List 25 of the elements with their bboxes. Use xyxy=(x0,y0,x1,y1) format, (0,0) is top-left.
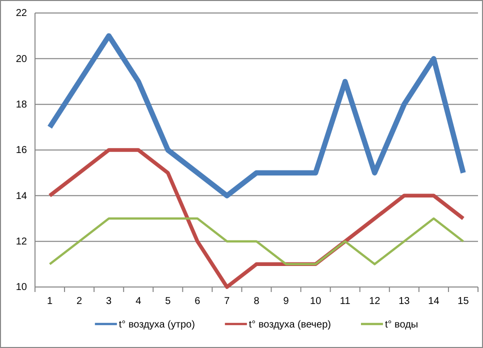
y-tick-label: 20 xyxy=(16,54,28,65)
y-tick-label: 10 xyxy=(16,282,28,294)
x-tick-label: 7 xyxy=(224,296,230,308)
legend-label: t° воды xyxy=(384,320,418,330)
x-tick-label: 2 xyxy=(76,296,83,308)
x-tick-label: 8 xyxy=(254,296,260,308)
x-tick-label: 15 xyxy=(458,296,470,308)
legend-label: t° воздуха (вечер) xyxy=(248,320,331,330)
x-tick-label: 6 xyxy=(194,296,201,308)
x-tick-label: 1 xyxy=(46,296,53,308)
x-tick-label: 14 xyxy=(428,296,440,308)
y-tick-label: 14 xyxy=(16,190,28,202)
y-tick-label: 16 xyxy=(16,145,28,156)
y-tick-label: 12 xyxy=(16,236,28,248)
y-tick-label: 22 xyxy=(16,8,28,20)
x-tick-label: 9 xyxy=(283,296,290,308)
legend-label: t° воздуха (утро) xyxy=(118,320,195,330)
x-tick-label: 13 xyxy=(398,296,410,308)
x-tick-label: 10 xyxy=(310,296,322,308)
x-tick-label: 12 xyxy=(369,296,381,308)
x-tick-label: 5 xyxy=(165,296,172,308)
y-tick-label: 18 xyxy=(16,100,28,111)
x-tick-label: 4 xyxy=(136,296,142,308)
x-tick-label: 11 xyxy=(340,296,351,308)
x-tick-label: 3 xyxy=(106,296,112,308)
